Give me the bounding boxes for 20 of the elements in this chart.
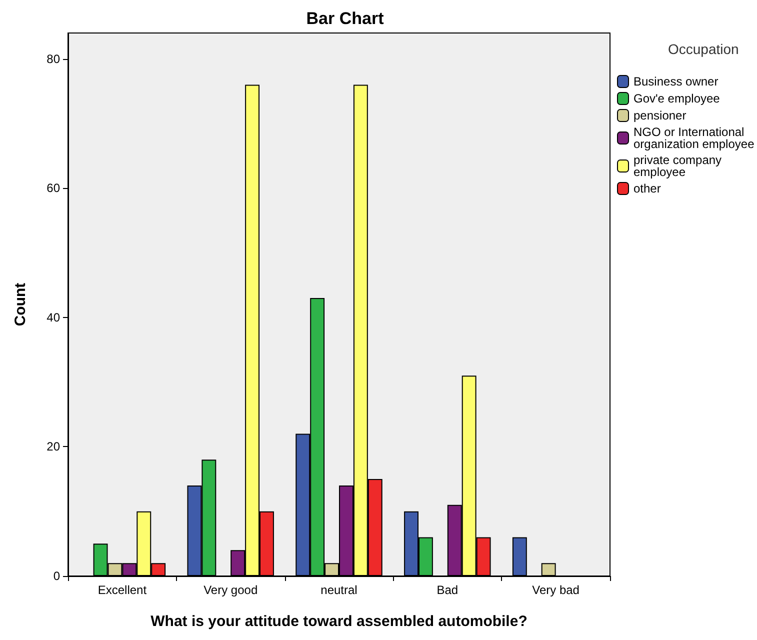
chart-title: Bar Chart [306,9,384,28]
x-tick-label: Excellent [98,583,148,597]
legend-label: NGO or International organization employee [634,125,755,151]
y-tick-label: 40 [46,310,60,324]
legend-title: Occupation [668,41,739,57]
y-axis-title: Count [12,282,29,326]
y-tick-label: 80 [46,52,60,66]
x-axis-title: What is your attitude toward assembled automobile? [150,613,528,630]
y-tick-label: 20 [46,440,60,454]
x-tick-label: Very bad [532,583,580,597]
y-tick-label: 60 [46,181,60,196]
x-tick-label: Bad [436,583,458,597]
legend-label: private company employee [634,153,725,179]
legend-label: pensioner [634,108,686,122]
legend-label: Business owner [634,74,718,88]
y-tick-label: 0 [53,569,60,583]
x-tick-label: neutral [320,583,358,597]
legend-label: Gov'e employee [634,92,720,106]
legend-label: other [634,182,661,196]
x-tick-label: Very good [204,583,258,597]
